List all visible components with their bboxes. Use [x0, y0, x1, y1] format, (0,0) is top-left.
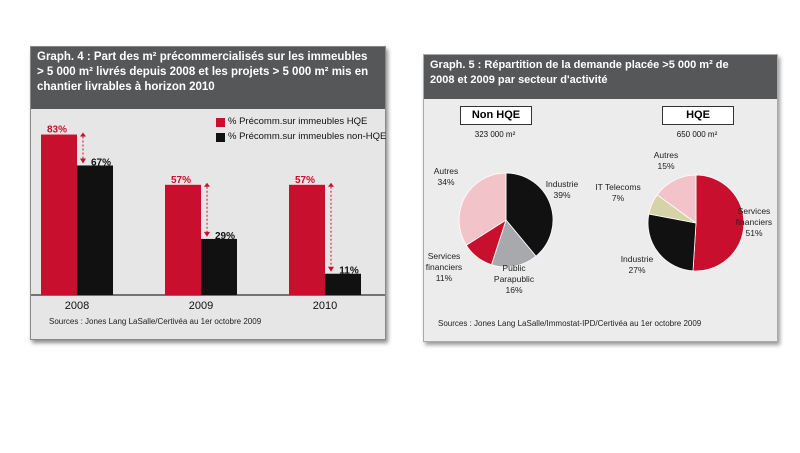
gap-arrow-tail	[328, 182, 334, 187]
legend-swatch-non-hqe	[216, 133, 225, 142]
pie-slice	[692, 174, 745, 272]
x-tick-label: 2008	[65, 300, 89, 312]
slice-label-services-hqe: Services financiers 51%	[735, 206, 773, 238]
data-label-non-hqe: 29%	[215, 231, 235, 242]
bar-non-hqe	[77, 165, 113, 295]
data-label-hqe: 83%	[47, 125, 67, 136]
slice-label-industrie-hqe: Industrie 27%	[620, 254, 654, 275]
data-label-non-hqe: 67%	[91, 157, 111, 168]
pie-chart-source: Sources : Jones Lang LaSalle/Immostat-IP…	[438, 319, 702, 328]
data-label-hqe: 57%	[171, 175, 191, 186]
legend-label-hqe: % Précomm.sur immeubles HQE	[228, 116, 368, 127]
x-tick-label: 2009	[189, 300, 213, 312]
bar-non-hqe	[325, 273, 361, 295]
bar-hqe	[41, 134, 77, 295]
x-tick-label: 2010	[313, 300, 337, 312]
bar-chart: 83% 67% 2008 57% 29% 2009 57% 11% 2010	[31, 125, 385, 312]
pie-charts	[458, 172, 745, 272]
bar-hqe	[289, 184, 325, 295]
gap-arrow-head	[80, 158, 86, 164]
data-label-hqe: 57%	[295, 175, 315, 186]
pie-label-hqe: HQE	[662, 106, 734, 125]
slice-label-it-hqe: IT Telecoms 7%	[595, 182, 641, 203]
gap-arrow-head	[328, 266, 334, 272]
slice-label-public-non-hqe: Public Parapublic 16%	[493, 263, 535, 295]
slice-label-services-non-hqe: Services financiers 11%	[425, 251, 463, 283]
pie-chart-panel: Graph. 5 : Répartition de la demande pla…	[423, 54, 778, 342]
bar-non-hqe	[201, 238, 237, 295]
slice-label-autres-non-hqe: Autres 34%	[433, 166, 459, 187]
pie-slice	[647, 213, 697, 272]
pie-slice	[656, 174, 697, 224]
bar-chart-source: Sources : Jones Lang LaSalle/Certivéa au…	[49, 317, 262, 326]
bar-chart-panel: Graph. 4 : Part des m² précommercialisés…	[30, 46, 386, 340]
bar-hqe	[165, 184, 201, 295]
pie-total-hqe: 650 000 m²	[676, 130, 718, 139]
pie-label-non-hqe: Non HQE	[460, 106, 532, 125]
legend-label-non-hqe: % Précomm.sur immeubles non-HQE	[228, 131, 387, 142]
pie-total-non-hqe: 323 000 m²	[474, 130, 516, 139]
pie-slice	[458, 172, 507, 246]
data-label-non-hqe: 11%	[339, 266, 359, 277]
gap-arrow-tail	[80, 132, 86, 137]
gap-arrow-head	[204, 231, 210, 237]
slice-label-autres-hqe: Autres 15%	[653, 150, 679, 171]
slice-label-industrie-non-hqe: Industrie 39%	[545, 179, 579, 200]
legend-swatch-hqe	[216, 118, 225, 127]
bar-chart-title: Graph. 4 : Part des m² précommercialisés…	[31, 47, 385, 109]
gap-arrow-tail	[204, 182, 210, 187]
pie-slice	[505, 172, 554, 257]
pie-chart-title: Graph. 5 : Répartition de la demande pla…	[424, 55, 777, 99]
